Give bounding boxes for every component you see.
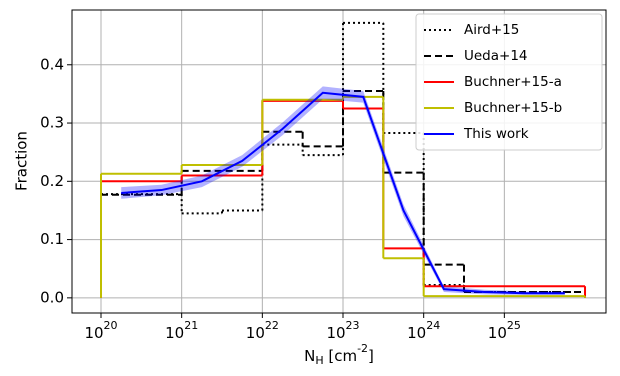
y-tick-label: 0.3 xyxy=(40,114,64,132)
legend-label: This work xyxy=(463,126,529,142)
legend-label: Buchner+15-b xyxy=(464,100,562,116)
legend-box xyxy=(415,13,603,151)
y-axis-label: Fraction xyxy=(13,131,31,191)
x-axis-label: NH [cm-2] xyxy=(304,342,374,367)
x-tick-label: 1025 xyxy=(488,319,521,342)
plot-frame xyxy=(71,9,607,314)
y-tick-label: 0.1 xyxy=(40,230,64,248)
y-tick-label: 0.0 xyxy=(40,288,64,306)
legend: Aird+15 Ueda+14 Buchner+15-a Buchner+15-b Th… xyxy=(415,13,603,151)
y-tick-label: 0.2 xyxy=(40,172,64,190)
x-tick-label: 1021 xyxy=(165,319,198,342)
legend-label: Aird+15 xyxy=(464,22,519,38)
x-tick-label: 1024 xyxy=(407,319,440,342)
x-tick-label: 1022 xyxy=(246,319,279,342)
legend-label: Ueda+14 xyxy=(464,48,528,64)
x-tick-label: 1020 xyxy=(84,319,117,342)
x-tick-label: 1023 xyxy=(326,319,359,342)
line xyxy=(121,91,565,295)
legend-label: Buchner+15-a xyxy=(464,74,562,90)
y-tick-label: 0.4 xyxy=(40,55,64,73)
